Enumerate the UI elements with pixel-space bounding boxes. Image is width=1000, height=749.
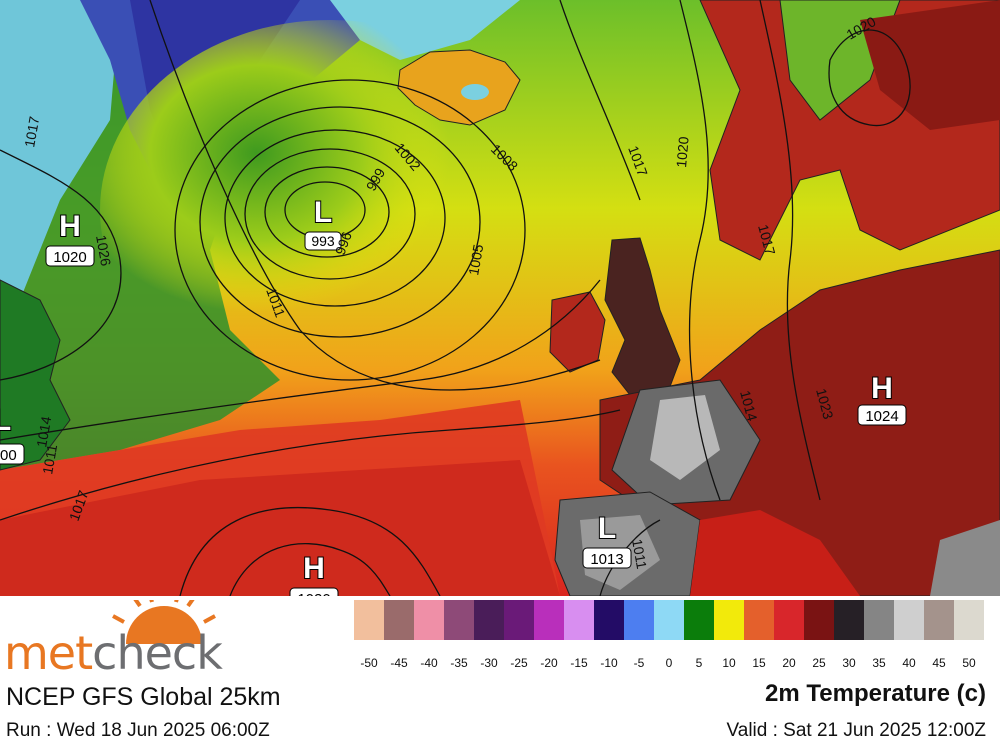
- legend-swatch: [444, 600, 474, 640]
- pressure-center-l-1: L 993: [304, 195, 342, 251]
- legend-swatch: [804, 600, 834, 640]
- legend-tick-label: 35: [872, 656, 886, 670]
- pressure-center-l-2: L 1013: [582, 511, 632, 569]
- legend-swatch: [504, 600, 534, 640]
- pressure-value-label: 1000: [0, 447, 17, 464]
- model-name: NCEP GFS Global 25km: [6, 683, 281, 711]
- pressure-value-label: 1024: [865, 408, 898, 425]
- legend-tick-label: -10: [600, 656, 618, 670]
- legend-swatch: [624, 600, 654, 640]
- isobar-label: 996: [332, 229, 355, 257]
- pressure-type-label: H: [303, 552, 325, 585]
- legend-tick-label: -50: [360, 656, 378, 670]
- pressure-center-h-1: H 1020: [45, 209, 95, 267]
- legend-swatch: [774, 600, 804, 640]
- legend-ticks: -50 -45 -40 -35 -30 -25 -20 -15 -10 -5 0 5 10 15 20 25 3…: [354, 656, 984, 672]
- legend-swatch: [354, 600, 384, 640]
- isobar-label: 1023: [813, 387, 837, 421]
- legend-tick-label: 20: [782, 656, 796, 670]
- pressure-center-l-3: L 1000: [0, 403, 25, 465]
- metcheck-logo: metcheck: [4, 630, 223, 676]
- pressure-type-label: H: [871, 372, 893, 405]
- legend-swatch: [864, 600, 894, 640]
- legend-swatch: [924, 600, 954, 640]
- isobar-label: 1005: [465, 243, 486, 277]
- run-label: Run : Wed 18 Jun 2025 06:00Z: [6, 720, 270, 741]
- parameter-title: 2m Temperature (c): [765, 680, 986, 707]
- color-legend: [354, 600, 984, 640]
- isobar-label: 1014: [33, 415, 54, 449]
- legend-tick-label: -15: [570, 656, 588, 670]
- isobar-label: 1011: [39, 443, 60, 476]
- legend-tick-label: 10: [722, 656, 736, 670]
- pressure-value-label: 1020: [297, 591, 330, 596]
- legend-swatch: [654, 600, 684, 640]
- pressure-type-label: L: [0, 404, 11, 437]
- isobars: [0, 0, 911, 596]
- isobar-label: 1026: [93, 234, 114, 268]
- pressure-type-label: L: [314, 196, 332, 229]
- isobar-label: 1014: [737, 389, 761, 423]
- legend-swatch: [564, 600, 594, 640]
- pressure-type-label: H: [59, 210, 81, 243]
- legend-swatch: [594, 600, 624, 640]
- pressure-center-h-2: H 1024: [857, 371, 907, 426]
- legend-tick-label: 45: [932, 656, 946, 670]
- legend-swatch: [414, 600, 444, 640]
- pressure-value-label: 1013: [590, 551, 623, 568]
- legend-tick-label: 30: [842, 656, 856, 670]
- legend-swatch: [384, 600, 414, 640]
- legend-swatch: [474, 600, 504, 640]
- legend-swatch: [954, 600, 984, 640]
- legend-tick-label: 0: [665, 656, 673, 670]
- legend-tick-label: 5: [695, 656, 703, 670]
- pressure-center-h-3: H 1020: [289, 551, 339, 596]
- legend-tick-label: 50: [962, 656, 976, 670]
- legend-swatch: [534, 600, 564, 640]
- legend-tick-label: -20: [540, 656, 558, 670]
- valid-label: Valid : Sat 21 Jun 2025 12:00Z: [726, 720, 987, 741]
- legend-tick-label: -30: [480, 656, 498, 670]
- temperature-map: H 1020 L 993 H 1024 L 1013 H 1020 L 1000: [0, 0, 1000, 596]
- legend-swatch: [894, 600, 924, 640]
- isobar-labels: 1017 1020 1026 999 1002 1008 996 1005 10…: [21, 13, 878, 570]
- legend-swatch: [714, 600, 744, 640]
- legend-tick-label: -45: [390, 656, 408, 670]
- legend-tick-label: 25: [812, 656, 826, 670]
- legend-tick-label: -35: [450, 656, 468, 670]
- pressure-type-label: L: [598, 512, 616, 545]
- logo-check: check: [92, 626, 223, 680]
- sun-logo-icon: [112, 600, 216, 644]
- isobar-label: 1020: [673, 136, 692, 169]
- legend-tick-label: 40: [902, 656, 916, 670]
- map-canvas: H 1020 L 993 H 1024 L 1013 H 1020 L 1000: [0, 0, 1000, 596]
- legend-tick-label: -40: [420, 656, 438, 670]
- isobar-label: 1011: [629, 538, 650, 571]
- isobar-label: 1017: [21, 115, 42, 149]
- legend-tick-label: -25: [510, 656, 528, 670]
- pressure-value-label: 993: [311, 233, 335, 249]
- isobar-label: 1017: [755, 223, 779, 257]
- legend-swatch: [684, 600, 714, 640]
- legend-tick-label: 15: [752, 656, 766, 670]
- logo-met: met: [4, 626, 93, 680]
- legend-tick-label: -5: [633, 656, 645, 670]
- legend-swatch: [834, 600, 864, 640]
- pressure-value-label: 1020: [53, 249, 86, 266]
- legend-swatch: [744, 600, 774, 640]
